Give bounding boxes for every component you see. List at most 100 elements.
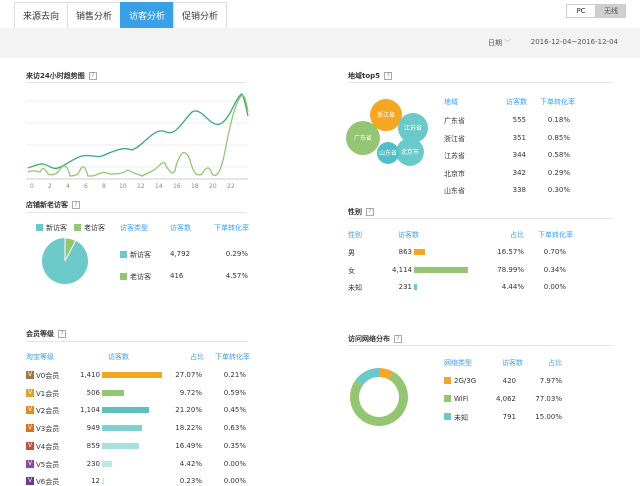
device-toggle: PC 无线 <box>566 4 626 18</box>
row-name: V5会员 <box>36 460 60 469</box>
network-title: 访问网络分布? <box>348 334 402 344</box>
new-old-pie <box>42 237 88 284</box>
trend-x-ticks: 0 2 4 6 8 10 12 14 16 18 20 22 <box>30 183 235 190</box>
row-rate: 0.29% <box>547 168 570 177</box>
network-donut <box>350 368 408 426</box>
col-header: 访客数 <box>108 353 129 361</box>
row-count: 231 <box>398 283 412 291</box>
col-header: 访客类型 <box>120 224 148 232</box>
col-header: 占比 <box>548 359 562 367</box>
row-rate: 0.45% <box>223 406 246 415</box>
x-tick: 0 <box>30 183 34 190</box>
gender-title: 性别? <box>348 207 374 217</box>
row-share: 15.00% <box>535 413 562 421</box>
row-rate: 0.29% <box>225 250 248 258</box>
row-rate: 0.18% <box>547 116 570 124</box>
x-tick: 8 <box>102 183 106 190</box>
row-count: 1,104 <box>79 406 100 415</box>
tab-source[interactable]: 来源去向 <box>14 2 69 28</box>
row-name: 未知 <box>454 414 468 422</box>
row-rate: 0.00% <box>543 283 566 291</box>
row-count: 506 <box>86 388 100 397</box>
member-level-icon: V <box>26 371 34 379</box>
row-share: 16.57% <box>497 248 524 256</box>
col-header: 性别 <box>348 231 362 239</box>
date-bar: 日期 ﹀ 2016-12-04~2016-12-04 <box>0 28 640 58</box>
x-tick: 4 <box>66 183 70 190</box>
wireless-toggle-button[interactable]: 无线 <box>596 4 626 18</box>
legend-label: 新访客 <box>46 224 67 232</box>
row-count: 338 <box>512 186 526 194</box>
row-name: 新访客 <box>130 251 151 259</box>
share-bar <box>414 249 426 255</box>
row-count: 1,410 <box>79 371 100 379</box>
row-name: 老访客 <box>130 273 151 281</box>
row-rate: 0.00% <box>223 459 246 468</box>
x-tick: 10 <box>119 183 127 190</box>
row-share: 9.72% <box>179 388 202 397</box>
col-header: 下单转化率 <box>214 224 249 232</box>
row-count: 949 <box>86 424 100 433</box>
x-tick: 22 <box>227 183 235 190</box>
bubble <box>377 142 399 164</box>
row-name: 女 <box>348 266 355 275</box>
row-share: 21.20% <box>175 406 202 415</box>
chevron-down-icon: ﹀ <box>504 39 512 47</box>
row-count: 555 <box>512 116 526 124</box>
row-swatch <box>120 251 127 258</box>
row-name: 浙江省 <box>444 134 465 143</box>
help-icon[interactable]: ? <box>88 72 97 80</box>
col-header: 下单转化率 <box>538 231 573 239</box>
help-icon[interactable]: ? <box>366 208 374 216</box>
date-selector[interactable]: 日期 ﹀ <box>488 39 512 47</box>
pc-toggle-button[interactable]: PC <box>566 4 596 18</box>
row-rate: 0.35% <box>223 441 246 450</box>
region-bubbles: 浙江省 广东省 江苏省 北京市 山东省 <box>346 99 428 166</box>
help-icon[interactable]: ? <box>384 72 393 80</box>
row-count: 420 <box>502 377 516 385</box>
x-tick: 6 <box>84 183 88 190</box>
row-count: 342 <box>512 168 526 177</box>
col-header: 访客数 <box>398 231 419 239</box>
col-header: 访客数 <box>502 359 523 367</box>
tab-visitors[interactable]: 访客分析 <box>120 2 175 28</box>
row-name: V6会员 <box>36 478 60 486</box>
trend-line-old <box>27 94 249 177</box>
x-tick: 20 <box>209 183 217 190</box>
trend-line-new <box>27 93 249 170</box>
tab-promotion[interactable]: 促销分析 <box>173 2 228 28</box>
row-name: V3会员 <box>36 425 60 434</box>
help-icon[interactable]: ? <box>58 330 66 338</box>
row-rate: 0.21% <box>223 371 246 379</box>
row-share: 16.49% <box>175 441 202 450</box>
row-share: 77.03% <box>535 395 562 403</box>
share-bar <box>102 442 139 449</box>
row-name: 未知 <box>348 284 362 292</box>
row-share: 18.22% <box>175 424 202 433</box>
row-count: 230 <box>86 459 100 468</box>
tab-sales[interactable]: 销售分析 <box>67 2 122 28</box>
row-count: 344 <box>512 151 526 159</box>
row-count: 859 <box>86 441 100 450</box>
x-tick: 14 <box>155 183 163 190</box>
row-count: 351 <box>512 133 526 142</box>
bubble <box>398 113 428 143</box>
pie-slice-old <box>64 237 77 262</box>
x-tick: 2 <box>48 183 52 190</box>
col-header: 占比 <box>190 353 204 361</box>
row-rate: 0.70% <box>543 248 566 256</box>
help-icon[interactable]: ? <box>72 201 80 209</box>
help-icon[interactable]: ? <box>394 335 402 343</box>
row-share: 78.99% <box>497 265 524 274</box>
region-title: 地域top5? <box>348 71 393 81</box>
row-name: 2G/3G <box>454 377 477 385</box>
row-name: 北京市 <box>444 169 465 178</box>
share-bar <box>102 389 124 396</box>
bubble-label: 浙江省 <box>377 111 395 119</box>
member-level-icon: V <box>26 441 34 450</box>
row-share: 7.97% <box>539 377 562 385</box>
x-tick: 18 <box>191 183 199 190</box>
row-share: 27.07% <box>175 371 202 379</box>
share-bar <box>102 372 162 378</box>
row-rate: 0.00% <box>223 477 246 486</box>
